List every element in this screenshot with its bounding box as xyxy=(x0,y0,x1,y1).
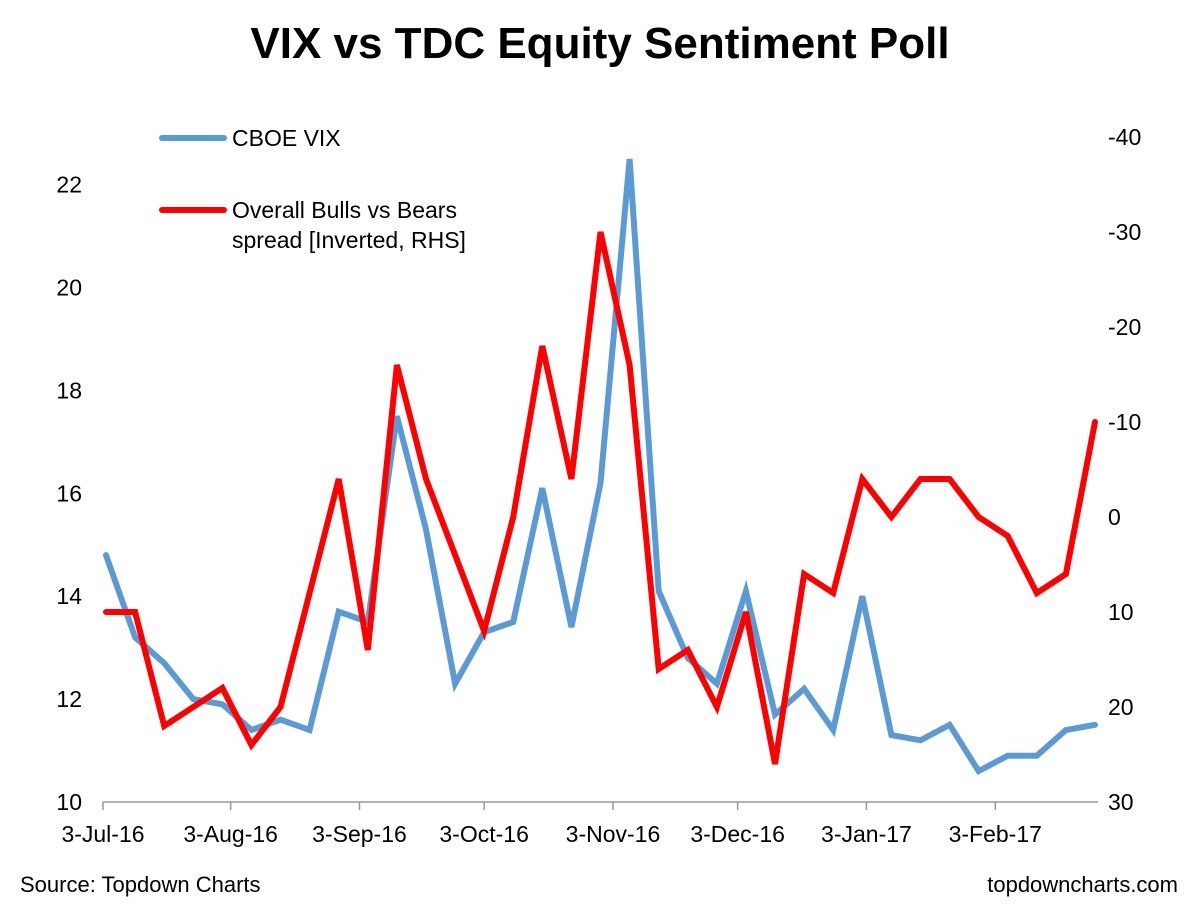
website-credit: topdowncharts.com xyxy=(987,872,1178,897)
axes: 3-Jul-16 3-Aug-16 3-Sep-16 3-Oct-16 3-Nov-16… xyxy=(56,124,1141,847)
x-tick-label: 3-Jan-17 xyxy=(821,821,912,847)
chart-title: VIX vs TDC Equity Sentiment Poll xyxy=(250,19,949,68)
x-tick-label: 3-Jul-16 xyxy=(61,821,144,847)
y-right-tick-label: -40 xyxy=(1108,124,1141,150)
x-tick-label: 3-Nov-16 xyxy=(566,821,661,847)
legend-bulls-bears: Overall Bulls vs Bears spread [Inverted, … xyxy=(159,197,466,253)
y-right-tick-label: 10 xyxy=(1108,599,1134,625)
x-tick-label: 3-Oct-16 xyxy=(439,821,528,847)
source-note: Source: Topdown Charts xyxy=(20,872,261,897)
legend-label: spread [Inverted, RHS] xyxy=(232,227,466,253)
y-right-tick-label: -20 xyxy=(1108,314,1141,340)
x-tick-label: 3-Feb-17 xyxy=(949,821,1042,847)
legend-vix: CBOE VIX xyxy=(159,125,341,151)
x-tick-label: 3-Sep-16 xyxy=(312,821,407,847)
y-right-tick-label: 30 xyxy=(1108,789,1134,815)
y-right-tick-label: -10 xyxy=(1108,409,1141,435)
y-left-tick-label: 12 xyxy=(56,686,82,712)
x-tick-label: 3-Dec-16 xyxy=(690,821,785,847)
legend: CBOE VIX Overall Bulls vs Bears spread [In… xyxy=(159,125,466,253)
y-left-tick-label: 14 xyxy=(56,583,82,609)
y-left-tick-label: 16 xyxy=(56,480,82,506)
y-left-tick-label: 10 xyxy=(56,789,82,815)
y-left-tick-label: 20 xyxy=(56,275,82,301)
y-right-tick-label: -30 xyxy=(1108,219,1141,245)
y-right-tick-label: 0 xyxy=(1108,504,1121,530)
series-layer xyxy=(103,158,1098,776)
x-tick-label: 3-Aug-16 xyxy=(183,821,278,847)
y-left-tick-label: 18 xyxy=(56,377,82,403)
y-left-tick-label: 22 xyxy=(56,172,82,198)
y-right-tick-label: 20 xyxy=(1108,694,1134,720)
legend-label: CBOE VIX xyxy=(232,125,341,151)
legend-label: Overall Bulls vs Bears xyxy=(232,197,457,223)
